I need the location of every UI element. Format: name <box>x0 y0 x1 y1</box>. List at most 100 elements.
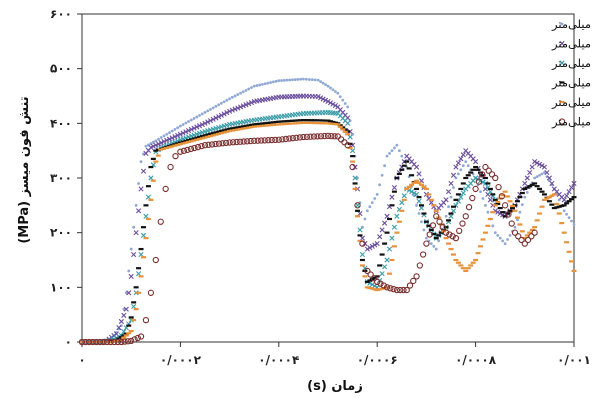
series-2-point <box>448 180 454 187</box>
series-3-point <box>399 200 405 206</box>
x-tick-label: ۰/۰۰۰۶ <box>357 353 398 367</box>
series-3-point <box>369 282 375 288</box>
series-2-point <box>155 141 162 147</box>
series-3-point <box>362 265 368 271</box>
series-6-point <box>498 193 505 200</box>
series-1-point <box>506 238 509 241</box>
series-6-point <box>205 141 212 148</box>
series-1-point <box>222 100 226 104</box>
series-6-point <box>286 135 293 142</box>
series-3-point <box>135 271 142 277</box>
series-6-point <box>492 174 499 182</box>
series-2-point <box>194 124 200 130</box>
series-6-point <box>334 133 341 140</box>
series-6-point <box>219 140 226 147</box>
series-6-point <box>359 240 366 247</box>
x-tick-label: ۰/۰۰۰۲ <box>160 353 202 367</box>
x-tick-label: ۰/۰۰۰۴ <box>258 353 299 367</box>
series-1-point <box>282 78 286 82</box>
series-2-point <box>183 129 189 135</box>
series-6-point <box>374 278 381 286</box>
legend-label: فشار ۴ بار ضخامت ۲ میلی‌متر <box>551 76 594 91</box>
series-2-point <box>218 112 224 118</box>
series-1-point <box>293 78 297 81</box>
series-2-point <box>246 101 252 107</box>
series-3-point <box>401 193 407 199</box>
series-6-point <box>177 148 184 155</box>
series-1-point <box>417 212 421 215</box>
series-1-point <box>331 88 335 92</box>
series-3-point <box>448 213 454 219</box>
series-6-point <box>364 267 371 275</box>
series-3-point <box>148 175 154 181</box>
series-2-point <box>384 213 390 219</box>
series-2-point <box>237 104 244 110</box>
series-2-point <box>379 227 385 233</box>
series-1-point <box>385 154 389 158</box>
series-6-point <box>488 171 496 178</box>
series-6-point <box>236 138 244 145</box>
series-3-point <box>145 194 152 200</box>
series-1-point <box>170 129 174 133</box>
series-1-point <box>269 81 272 84</box>
series-3-point <box>143 213 149 219</box>
series-2-point <box>207 118 214 124</box>
series-2-point <box>571 180 577 187</box>
series-2-point <box>455 160 461 166</box>
series-3-point <box>389 235 395 241</box>
series-1-point <box>139 160 143 164</box>
legend-marker <box>558 118 566 125</box>
series-1-point <box>565 212 569 216</box>
series-1-point <box>456 172 460 176</box>
series-3-point <box>352 175 358 181</box>
series-2-point <box>224 110 230 116</box>
series-2-point <box>372 242 378 248</box>
series-2-point <box>564 193 570 199</box>
series-6-point <box>134 334 141 342</box>
series-1-point <box>250 86 253 89</box>
series-6-point <box>321 132 328 140</box>
series-1-point <box>181 123 185 126</box>
series-6-point <box>124 338 132 345</box>
series-2-point <box>229 107 235 113</box>
series-2-point <box>216 114 222 120</box>
series-1-point <box>288 78 292 82</box>
series-6-point <box>328 132 335 140</box>
series-6-point <box>215 140 223 147</box>
plot-area <box>81 13 575 343</box>
series-2-point <box>205 119 211 125</box>
series-3-point <box>345 120 351 126</box>
series-6-point <box>157 218 164 225</box>
series-1-point <box>400 154 404 158</box>
series-5 <box>79 121 577 344</box>
series-1-point <box>518 210 522 214</box>
series-2-point <box>566 189 572 195</box>
series-6-point <box>194 143 202 151</box>
series-6-point <box>344 142 351 149</box>
series-3-point <box>384 257 390 263</box>
series-2-point <box>325 98 331 105</box>
series-1-point <box>420 220 423 224</box>
series-6-point <box>303 133 311 140</box>
series-2-point <box>458 156 464 162</box>
series-6-point <box>501 202 509 209</box>
series-2-point <box>161 138 167 145</box>
series-6-point <box>331 133 338 140</box>
series-1-point <box>285 78 289 82</box>
series-1-point <box>137 182 140 185</box>
series-6-point <box>436 218 443 225</box>
legend-marker <box>559 60 565 66</box>
series-1-point <box>365 209 369 213</box>
series-1-point <box>261 82 264 86</box>
series-6-point <box>247 137 254 145</box>
series-2-point <box>359 235 366 241</box>
series-3-point <box>487 189 493 195</box>
series-2-point <box>546 175 552 181</box>
series-1-point <box>280 79 283 82</box>
series-1-point <box>388 152 391 155</box>
series-1-point <box>523 195 527 199</box>
series-2-point <box>445 189 452 195</box>
series-6-point <box>201 142 209 149</box>
series-2-point <box>191 125 197 131</box>
